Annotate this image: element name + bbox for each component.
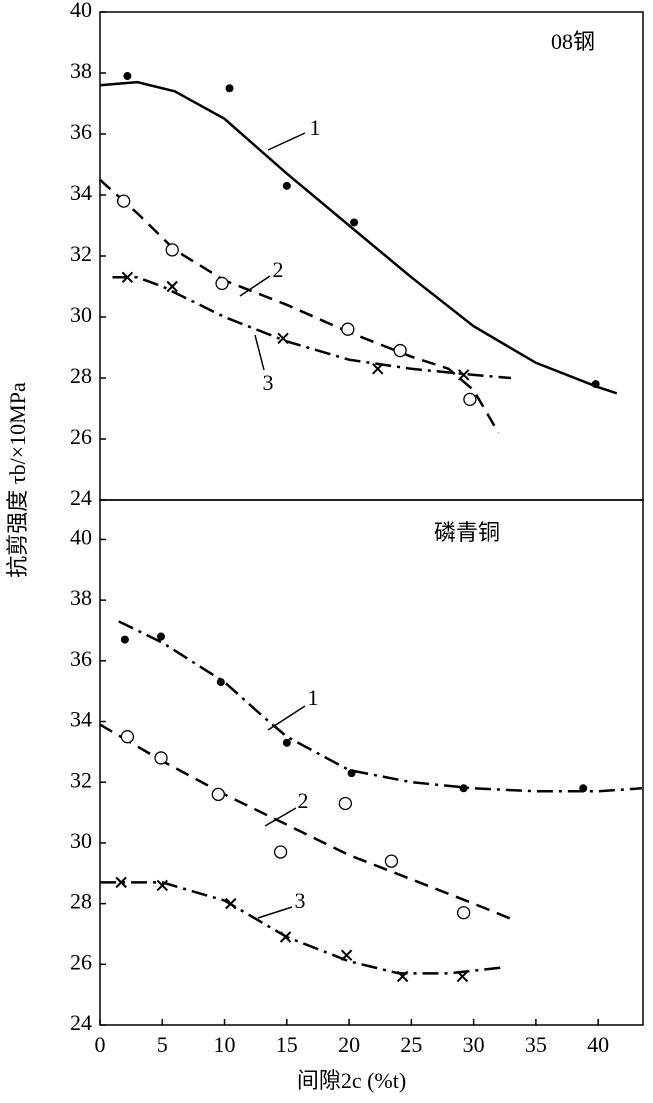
fit-curve — [99, 723, 512, 920]
y-tick-label: 38 — [70, 585, 92, 610]
point — [123, 72, 132, 81]
curve-leader — [254, 334, 265, 371]
x-axis-label: 间隙2c (%t) — [297, 1068, 406, 1093]
y-tick-label: 32 — [70, 767, 92, 792]
curve-leader — [239, 275, 271, 297]
point — [282, 181, 291, 190]
y-tick-label: 28 — [70, 363, 92, 388]
x-tick-label: 40 — [587, 1032, 609, 1057]
point — [347, 769, 356, 778]
point — [350, 218, 359, 227]
point — [384, 854, 399, 868]
y-tick-label: 34 — [70, 707, 92, 732]
y-tick-label: 36 — [70, 646, 92, 671]
y-tick-label: 30 — [70, 302, 92, 327]
point — [121, 271, 134, 284]
point — [340, 949, 353, 961]
point — [463, 392, 477, 407]
x-tick-label: 35 — [525, 1032, 547, 1057]
point — [216, 678, 225, 687]
y-tick-label: 24 — [70, 1010, 92, 1035]
point — [115, 876, 127, 889]
curve-leader — [267, 705, 306, 731]
y-tick-label: 36 — [70, 119, 92, 144]
point — [273, 845, 288, 859]
x-tick-label: 10 — [214, 1032, 236, 1057]
y-tick-label: 32 — [70, 241, 92, 266]
y-tick-label: 40 — [70, 0, 92, 22]
x-tick-label: 0 — [95, 1032, 106, 1057]
curve-leader — [267, 132, 306, 151]
point — [341, 322, 355, 336]
point — [166, 280, 178, 293]
point — [117, 194, 131, 208]
y-tick-label: 26 — [70, 424, 92, 449]
point — [156, 879, 168, 892]
plot-frame — [99, 11, 644, 501]
curve-leader — [257, 906, 293, 919]
curve-label: 2 — [298, 788, 309, 813]
y-tick-label: 34 — [70, 180, 92, 205]
y-tick-label: 38 — [70, 58, 92, 83]
curve-label: 1 — [308, 685, 319, 710]
panel-title: 磷青铜 — [434, 520, 500, 545]
point — [120, 730, 135, 744]
curve-label: 1 — [310, 115, 321, 140]
point — [372, 363, 384, 375]
point — [277, 332, 289, 345]
plot-frame — [99, 499, 644, 1026]
point — [211, 787, 225, 802]
point — [338, 796, 352, 811]
point — [457, 906, 471, 920]
point — [396, 970, 409, 983]
point — [456, 970, 469, 983]
point — [579, 784, 588, 793]
point — [591, 380, 600, 389]
curve-leader — [264, 807, 297, 827]
point — [279, 931, 292, 943]
curve-label: 3 — [295, 888, 306, 913]
point — [393, 343, 407, 358]
fit-curve — [100, 881, 505, 975]
x-tick-label: 25 — [400, 1032, 422, 1057]
y-axis-label: 抗剪强度 τb/×10MPa — [5, 382, 30, 578]
point — [120, 635, 129, 644]
fit-curve — [112, 276, 512, 380]
point — [154, 751, 168, 765]
curve-label: 3 — [263, 370, 274, 395]
y-tick-label: 26 — [70, 949, 92, 974]
y-tick-label: 28 — [70, 889, 92, 914]
fit-curve — [118, 620, 642, 793]
y-tick-label: 40 — [70, 524, 92, 549]
point — [157, 632, 166, 641]
fit-curve — [99, 80, 618, 395]
x-tick-label: 15 — [276, 1032, 298, 1057]
point — [225, 84, 234, 93]
point — [225, 897, 237, 910]
y-tick-label: 30 — [70, 828, 92, 853]
point — [457, 369, 470, 381]
point — [165, 243, 179, 257]
y-tick-label: 24 — [70, 485, 92, 510]
fit-curve — [99, 178, 500, 434]
x-tick-label: 5 — [157, 1032, 168, 1057]
point — [459, 784, 468, 793]
panel-title: 08钢 — [551, 29, 595, 54]
x-tick-label: 30 — [463, 1032, 485, 1057]
curve-label: 2 — [273, 257, 284, 282]
point — [282, 738, 291, 747]
point — [215, 276, 229, 291]
x-tick-label: 20 — [338, 1032, 360, 1057]
